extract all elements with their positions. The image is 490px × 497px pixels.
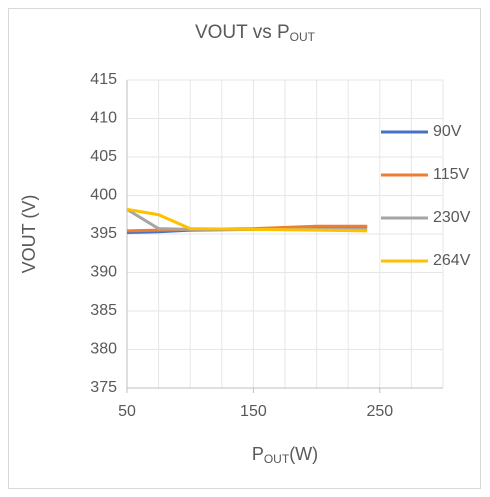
legend-label: 115V [433,166,470,183]
y-tick-label: 415 [90,71,117,88]
x-tick-label: 150 [240,403,267,420]
y-tick-label: 375 [90,379,117,396]
x-label-sub: OUT [264,452,290,466]
y-tick-label: 385 [90,302,117,319]
chart-title: VOUT vs POUT [195,22,316,44]
legend-label: 90V [433,123,462,140]
y-tick-label: 390 [90,264,117,281]
x-axis-label: POUT(W) [252,444,318,466]
y-tick-label: 410 [90,110,117,127]
legend-label: 230V [433,209,471,226]
title-main: VOUT vs P [195,22,290,43]
y-tick-label: 405 [90,148,117,165]
y-tick-label: 380 [90,341,117,358]
y-tick-label: 395 [90,225,117,242]
chart-frame [8,8,481,489]
title-sub: OUT [290,30,316,44]
series-line [126,207,368,233]
x-tick-label: 50 [118,403,136,420]
x-tick-label: 250 [366,403,393,420]
y-axis-label: VOUT (V) [19,195,39,274]
legend-label: 264V [433,252,471,269]
y-tick-label: 400 [90,187,117,204]
x-label-main: P [252,444,264,464]
x-label-unit: (W) [289,444,318,464]
